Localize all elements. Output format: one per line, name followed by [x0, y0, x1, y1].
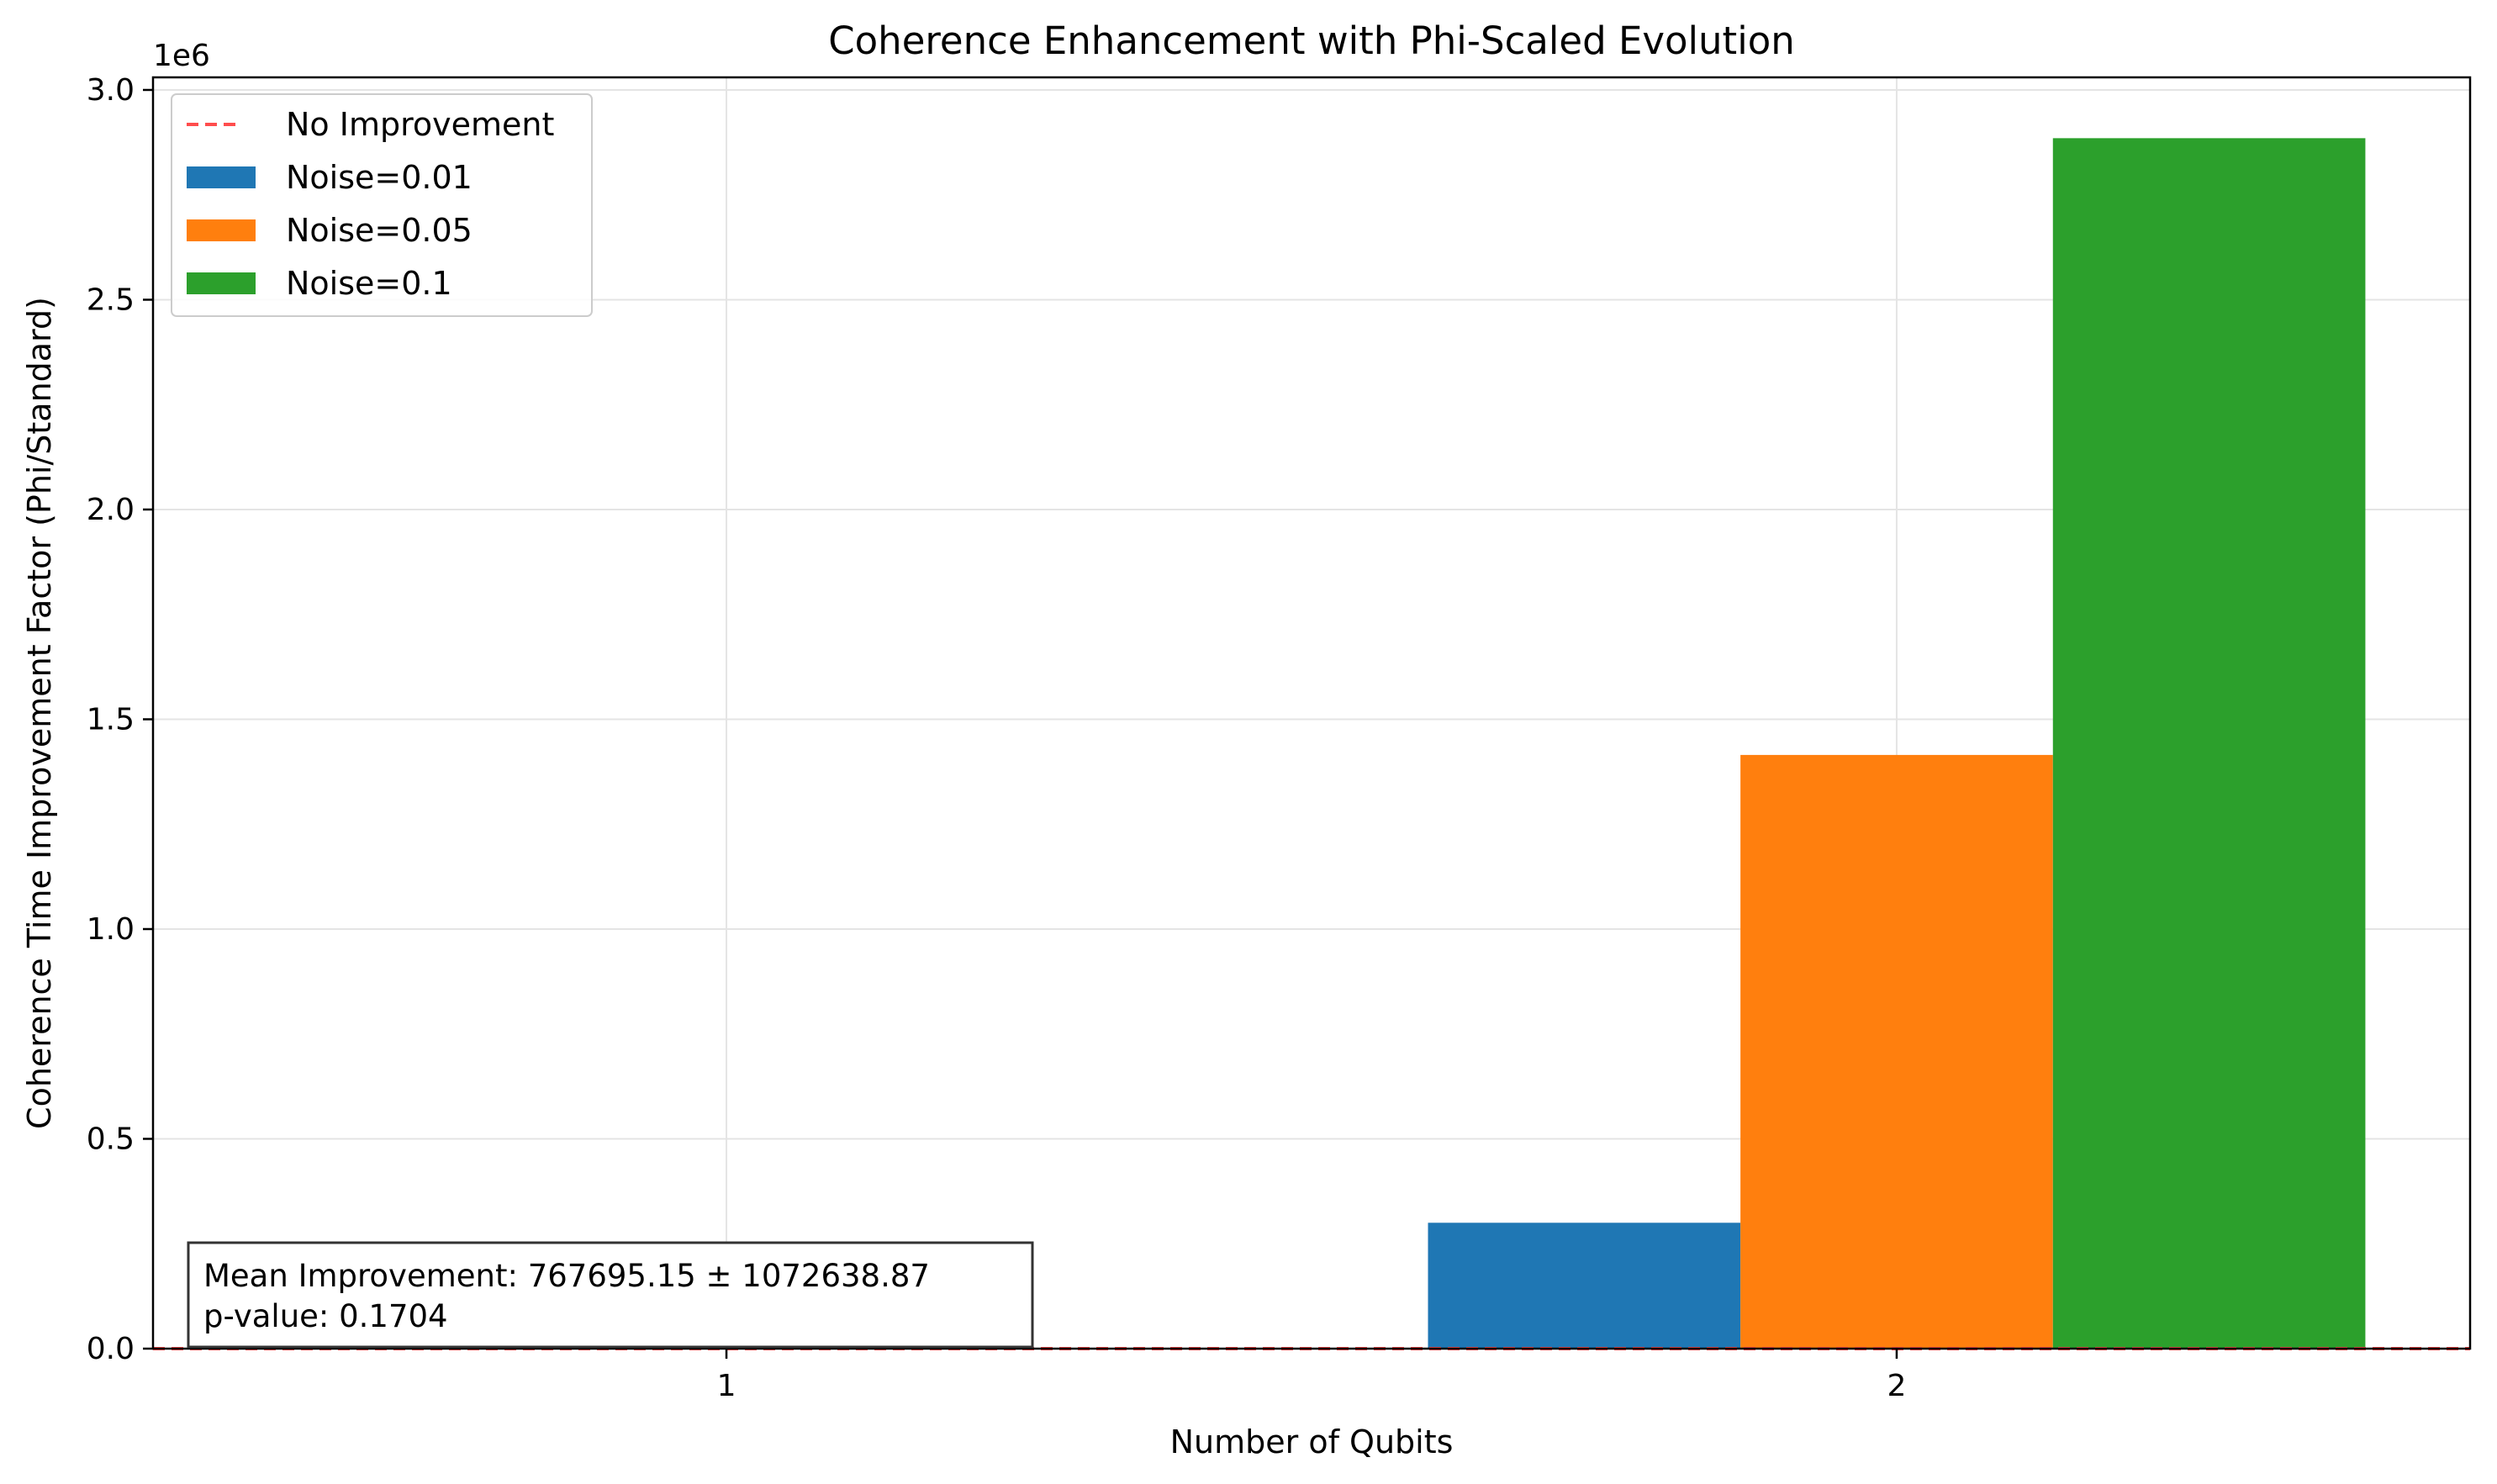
stats-annotation: Mean Improvement: 767695.15 ± 1072638.87… — [187, 1241, 1034, 1349]
legend-label-noise-0.05: Noise=0.05 — [286, 212, 472, 249]
y-tick-label-4: 2.0 — [87, 493, 135, 527]
x-axis-title: Number of Qubits — [1170, 1423, 1454, 1460]
legend-label-noise-0.1: Noise=0.1 — [286, 265, 452, 302]
x-tick-label-0: 1 — [717, 1369, 736, 1403]
axis-ticks: 0.0 0.5 1.0 1.5 2.0 2.5 3.0 1 2 — [87, 73, 1907, 1403]
stats-p-value: p-value: 0.1704 — [203, 1298, 448, 1334]
plot-frame — [151, 76, 2472, 1350]
legend-label-no-improvement: No Improvement — [286, 106, 554, 143]
bar-noise-0.1-qubits-2 — [2052, 138, 2366, 1349]
y-tick-label-1: 0.5 — [87, 1122, 135, 1156]
legend-swatch-noise-0.05 — [187, 219, 256, 241]
bars — [257, 138, 2366, 1349]
legend-frame — [171, 93, 593, 317]
bar-noise-0.05-qubits-2 — [1740, 754, 2053, 1349]
y-tick-label-5: 2.5 — [87, 283, 135, 317]
bar-noise-0.01-qubits-2 — [1428, 1223, 1741, 1349]
stats-annotation-box — [187, 1241, 1034, 1349]
legend: No Improvement Noise=0.01 Noise=0.05 Noi… — [171, 93, 593, 317]
y-tick-label-2: 1.0 — [87, 912, 135, 947]
stats-mean-improvement: Mean Improvement: 767695.15 ± 1072638.87 — [203, 1258, 930, 1294]
legend-label-noise-0.01: Noise=0.01 — [286, 159, 472, 196]
y-tick-label-0: 0.0 — [87, 1332, 135, 1366]
legend-swatch-noise-0.01 — [187, 166, 256, 188]
y-offset-label: 1e6 — [153, 39, 210, 73]
chart-title: Coherence Enhancement with Phi-Scaled Ev… — [828, 18, 1795, 63]
y-tick-label-6: 3.0 — [87, 73, 135, 108]
y-tick-label-3: 1.5 — [87, 702, 135, 737]
y-axis-title: Coherence Time Improvement Factor (Phi/S… — [21, 297, 58, 1129]
x-tick-label-1: 2 — [1887, 1369, 1907, 1403]
legend-swatch-noise-0.1 — [187, 272, 256, 294]
